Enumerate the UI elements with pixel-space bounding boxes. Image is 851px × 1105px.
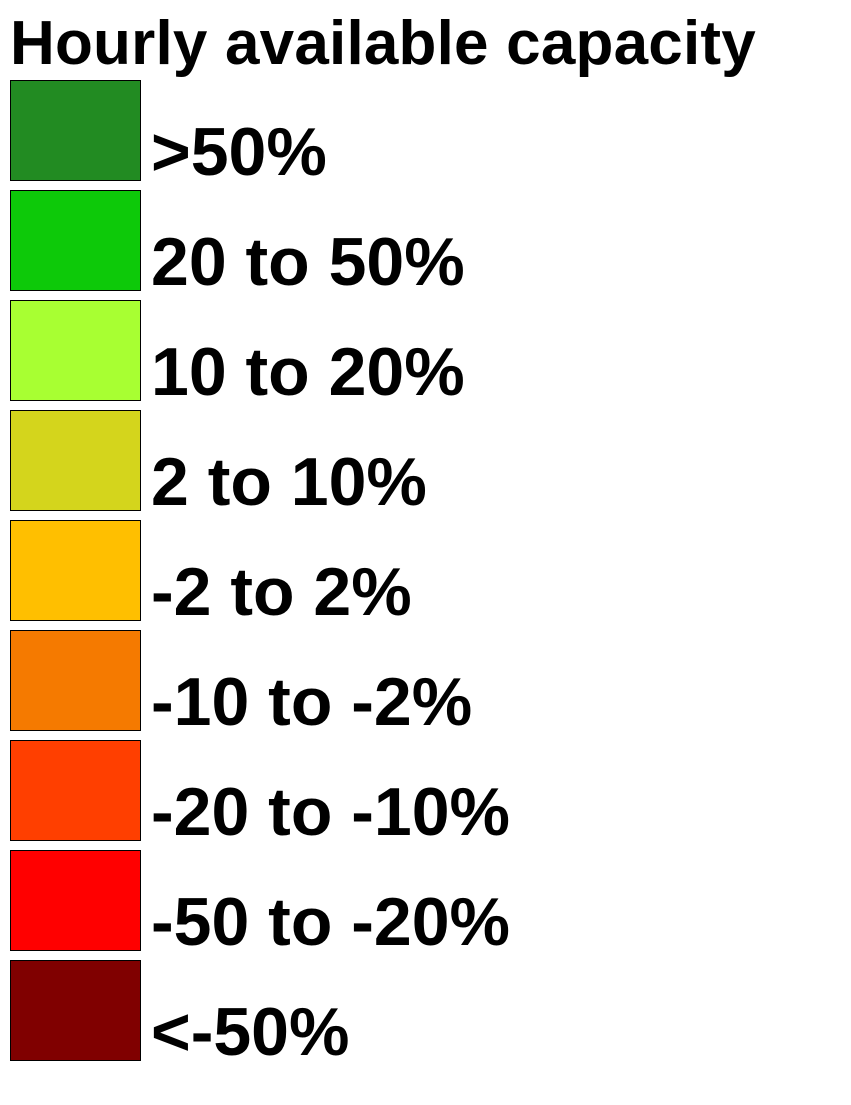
legend-item: -20 to -10% — [0, 740, 840, 850]
legend-item-label: >50% — [151, 114, 327, 190]
legend-swatch — [10, 630, 141, 731]
legend-swatch — [10, 190, 141, 291]
legend-item: >50% — [0, 80, 840, 190]
legend-swatch — [10, 740, 141, 841]
legend-swatch — [10, 300, 141, 401]
legend-item: -50 to -20% — [0, 850, 840, 960]
legend-title: Hourly available capacity — [10, 9, 756, 78]
legend-item: 10 to 20% — [0, 300, 840, 410]
legend-item: 20 to 50% — [0, 190, 840, 300]
legend-item-label: 20 to 50% — [151, 224, 465, 300]
legend-item-label: 10 to 20% — [151, 334, 465, 410]
legend-item-label: -50 to -20% — [151, 884, 510, 960]
legend-item-label: -2 to 2% — [151, 554, 412, 630]
legend-item-label: -20 to -10% — [151, 774, 510, 850]
legend-item-label: 2 to 10% — [151, 444, 427, 520]
legend-item: -2 to 2% — [0, 520, 840, 630]
legend-list: >50% 20 to 50% 10 to 20% 2 to 10% -2 to 2% -1… — [0, 80, 840, 1070]
legend-swatch — [10, 520, 141, 621]
legend-item: 2 to 10% — [0, 410, 840, 520]
legend-item: -10 to -2% — [0, 630, 840, 740]
legend-swatch — [10, 410, 141, 511]
legend-swatch — [10, 850, 141, 951]
legend-swatch — [10, 80, 141, 181]
legend-item: <-50% — [0, 960, 840, 1070]
legend-swatch — [10, 960, 141, 1061]
legend-item-label: -10 to -2% — [151, 664, 473, 740]
legend-item-label: <-50% — [151, 994, 350, 1070]
